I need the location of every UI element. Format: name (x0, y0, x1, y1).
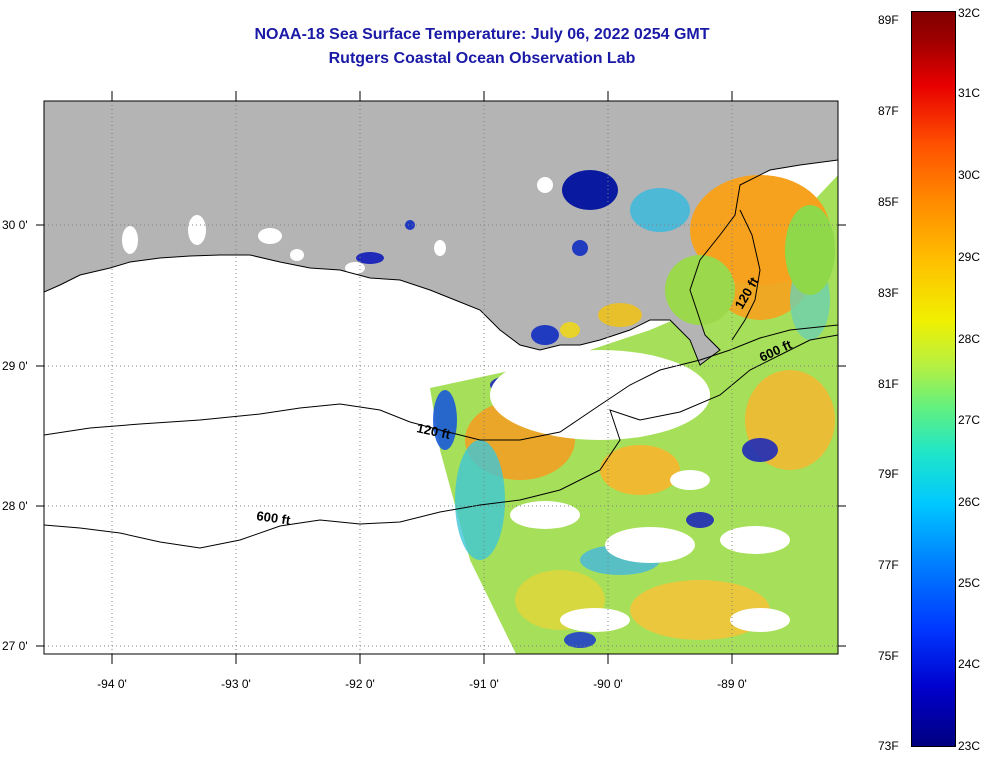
colorbar-label-c: 30C (958, 168, 981, 182)
lat-label-29: 29 0' (2, 359, 28, 373)
contour-label-120ft-west: 120 ft (415, 420, 452, 442)
colorbar-label-f: 81F (878, 377, 899, 391)
lon-label-92: -92 0' (345, 677, 375, 691)
contour-label-600ft-west: 600 ft (256, 508, 292, 528)
colorbar-label-f: 89F (878, 13, 899, 27)
colorbar-label-f: 79F (878, 467, 899, 481)
colorbar-label-f: 85F (878, 195, 899, 209)
inland-water (122, 215, 446, 274)
colorbar-label-c: 32C (958, 6, 981, 20)
map-subtitle: Rutgers Coastal Ocean Observation Lab (328, 50, 636, 67)
land-mass (44, 101, 838, 365)
lon-label-94: -94 0' (97, 677, 127, 691)
lat-label-27: 27 0' (2, 639, 28, 653)
lat-label-28: 28 0' (2, 499, 28, 513)
colorbar-label-c: 29C (958, 250, 981, 264)
colorbar-label-c: 28C (958, 332, 981, 346)
contour-120ft-east (731, 209, 761, 341)
lon-label-90: -90 0' (593, 677, 623, 691)
colorbar-label-f: 73F (878, 739, 899, 753)
graticule (44, 101, 838, 654)
contour-600ft (44, 334, 838, 549)
map-title: NOAA-18 Sea Surface Temperature: July 06… (254, 26, 710, 43)
lon-label-93: -93 0' (221, 677, 251, 691)
temperature-colorbar (911, 11, 956, 747)
colorbar-label-f: 75F (878, 649, 899, 663)
axis-ticks (36, 91, 846, 664)
lon-label-89: -89 0' (717, 677, 747, 691)
coastline (44, 159, 838, 366)
contour-120ft-west (44, 324, 838, 441)
colorbar-label-c: 31C (958, 86, 981, 100)
colorbar-label-c: 25C (958, 576, 981, 590)
lat-label-30: 30 0' (2, 218, 28, 232)
lon-label-91: -91 0' (469, 677, 499, 691)
map-border (43, 100, 839, 655)
colorbar-label-c: 27C (958, 413, 981, 427)
colorbar-label-c: 24C (958, 657, 981, 671)
colorbar-label-f: 77F (878, 558, 899, 572)
sst-coastal (356, 170, 835, 345)
sst-swath (430, 170, 838, 654)
colorbar-label-f: 87F (878, 104, 899, 118)
colorbar-label-c: 26C (958, 495, 981, 509)
colorbar-label-f: 83F (878, 286, 899, 300)
colorbar-label-c: 23C (958, 739, 981, 753)
